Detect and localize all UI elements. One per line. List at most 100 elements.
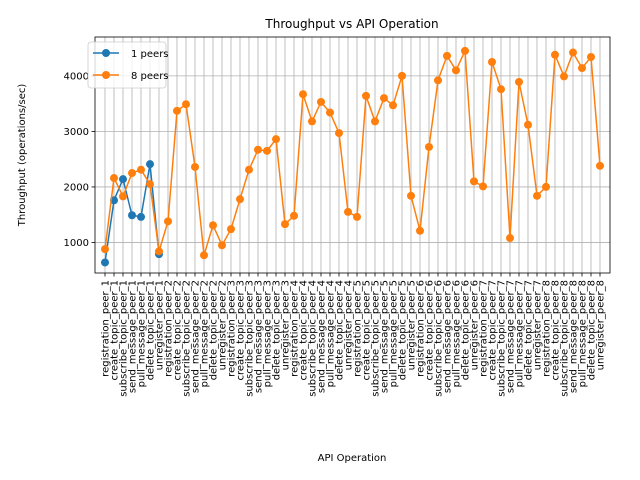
x-tick-label: registration_peer_7 <box>479 280 490 377</box>
data-point-8-peers <box>155 247 163 256</box>
data-point-8-peers <box>101 245 109 254</box>
data-point-8-peers <box>164 217 172 226</box>
data-point-8-peers <box>425 142 433 151</box>
data-point-8-peers <box>308 117 316 126</box>
x-tick-label: unregister_peer_1 <box>155 280 166 370</box>
x-tick-label: unregister_peer_6 <box>470 280 481 370</box>
data-point-8-peers <box>389 101 397 110</box>
x-tick-label: subscribe_topic_peer_3 <box>245 280 256 397</box>
series-layer <box>101 46 604 267</box>
data-point-8-peers <box>281 220 289 229</box>
x-tick-label: subscribe_topic_peer_5 <box>371 280 382 397</box>
data-point-8-peers <box>587 52 595 61</box>
series-line-8-peers <box>104 50 601 256</box>
x-tick-label: registration_peer_6 <box>416 280 427 377</box>
data-point-8-peers <box>182 100 190 109</box>
data-point-8-peers <box>569 48 577 57</box>
x-tick-label: send_message_peer_2 <box>191 280 202 393</box>
data-point-8-peers <box>272 135 280 144</box>
data-point-8-peers <box>461 46 469 55</box>
x-tick-label: send_message_peer_4 <box>317 280 328 393</box>
x-tick-label: unregister_peer_8 <box>596 280 607 370</box>
data-point-8-peers <box>551 50 559 59</box>
data-point-8-peers <box>128 169 136 178</box>
x-tick-label: create_topic_peer_5 <box>362 280 373 381</box>
legend-label-1-peers: 1 peers <box>131 49 169 60</box>
x-tick-label: create_topic_peer_7 <box>488 280 499 381</box>
data-point-8-peers <box>173 106 181 115</box>
x-tick-label: create_topic_peer_6 <box>425 280 436 381</box>
data-point-8-peers <box>209 221 217 230</box>
x-tick-label: unregister_peer_5 <box>407 280 418 370</box>
x-tick-label: pull_message_peer_7 <box>515 280 526 387</box>
x-tick-label: unregister_peer_3 <box>281 280 292 370</box>
x-axis-label: API Operation <box>318 453 387 464</box>
x-tick-label: create_topic_peer_8 <box>551 280 562 381</box>
data-point-8-peers <box>506 234 514 243</box>
x-tick-label: delete_topic_peer_8 <box>587 280 598 380</box>
x-tick-label: unregister_peer_2 <box>218 280 229 370</box>
data-point-8-peers <box>191 162 199 171</box>
x-tick-label: create_topic_peer_4 <box>299 280 310 381</box>
data-point-8-peers <box>344 207 352 216</box>
y-tick-label: 4000 <box>64 71 89 82</box>
data-point-8-peers <box>497 85 505 94</box>
legend-marker-8-peers <box>102 71 110 79</box>
x-tick-label: registration_peer_2 <box>164 280 175 377</box>
data-point-8-peers <box>236 195 244 204</box>
legend-label-8-peers: 8 peers <box>131 71 169 82</box>
x-axis-ticks: registration_peer_1create_topic_peer_1su… <box>101 273 607 397</box>
data-point-8-peers <box>515 77 523 86</box>
x-tick-label: registration_peer_8 <box>542 280 553 377</box>
x-tick-label: pull_message_peer_1 <box>137 280 148 387</box>
x-tick-label: delete_topic_peer_7 <box>524 280 535 380</box>
x-tick-label: delete_topic_peer_3 <box>272 280 283 380</box>
data-point-8-peers <box>317 97 325 106</box>
x-tick-label: pull_message_peer_8 <box>578 280 589 387</box>
x-tick-label: registration_peer_3 <box>227 280 238 377</box>
data-point-8-peers <box>416 226 424 235</box>
data-point-8-peers <box>452 66 460 75</box>
x-tick-label: pull_message_peer_6 <box>452 280 463 387</box>
data-point-8-peers <box>560 72 568 81</box>
data-point-1-peers <box>146 160 154 169</box>
x-tick-label: subscribe_topic_peer_4 <box>308 280 319 397</box>
data-point-8-peers <box>245 165 253 174</box>
data-point-1-peers <box>137 212 145 221</box>
x-tick-label: subscribe_topic_peer_6 <box>434 280 445 397</box>
x-tick-label: send_message_peer_3 <box>254 280 265 393</box>
x-tick-label: registration_peer_1 <box>101 280 112 377</box>
data-point-1-peers <box>101 258 109 267</box>
data-point-8-peers <box>110 174 118 183</box>
x-tick-label: registration_peer_5 <box>353 280 364 377</box>
x-tick-label: delete_topic_peer_1 <box>146 280 157 380</box>
data-point-8-peers <box>299 90 307 99</box>
data-point-8-peers <box>398 71 406 80</box>
x-tick-label: unregister_peer_4 <box>344 280 355 370</box>
plot-frame <box>94 36 611 274</box>
x-tick-label: subscribe_topic_peer_1 <box>119 280 130 397</box>
y-tick-label: 1000 <box>64 238 89 249</box>
data-point-8-peers <box>362 91 370 100</box>
x-tick-label: send_message_peer_7 <box>506 280 517 393</box>
data-point-8-peers <box>290 211 298 220</box>
legend: 1 peers 8 peers <box>87 41 169 89</box>
x-tick-label: create_topic_peer_1 <box>110 280 121 381</box>
x-tick-label: subscribe_topic_peer_7 <box>497 280 508 397</box>
data-point-1-peers <box>119 175 127 184</box>
chart-title: Throughput vs API Operation <box>264 17 438 31</box>
x-tick-label: send_message_peer_6 <box>443 280 454 393</box>
data-point-8-peers <box>146 180 154 189</box>
data-point-8-peers <box>443 51 451 60</box>
x-tick-label: send_message_peer_8 <box>569 280 580 393</box>
data-point-8-peers <box>119 192 127 201</box>
data-point-8-peers <box>488 57 496 66</box>
data-point-8-peers <box>254 145 262 154</box>
x-tick-label: pull_message_peer_4 <box>326 280 337 387</box>
x-tick-label: subscribe_topic_peer_8 <box>560 280 571 397</box>
x-tick-label: send_message_peer_5 <box>380 280 391 393</box>
data-point-8-peers <box>533 191 541 200</box>
data-point-8-peers <box>578 64 586 73</box>
x-tick-label: send_message_peer_1 <box>128 280 139 393</box>
y-tick-label: 3000 <box>64 127 89 138</box>
